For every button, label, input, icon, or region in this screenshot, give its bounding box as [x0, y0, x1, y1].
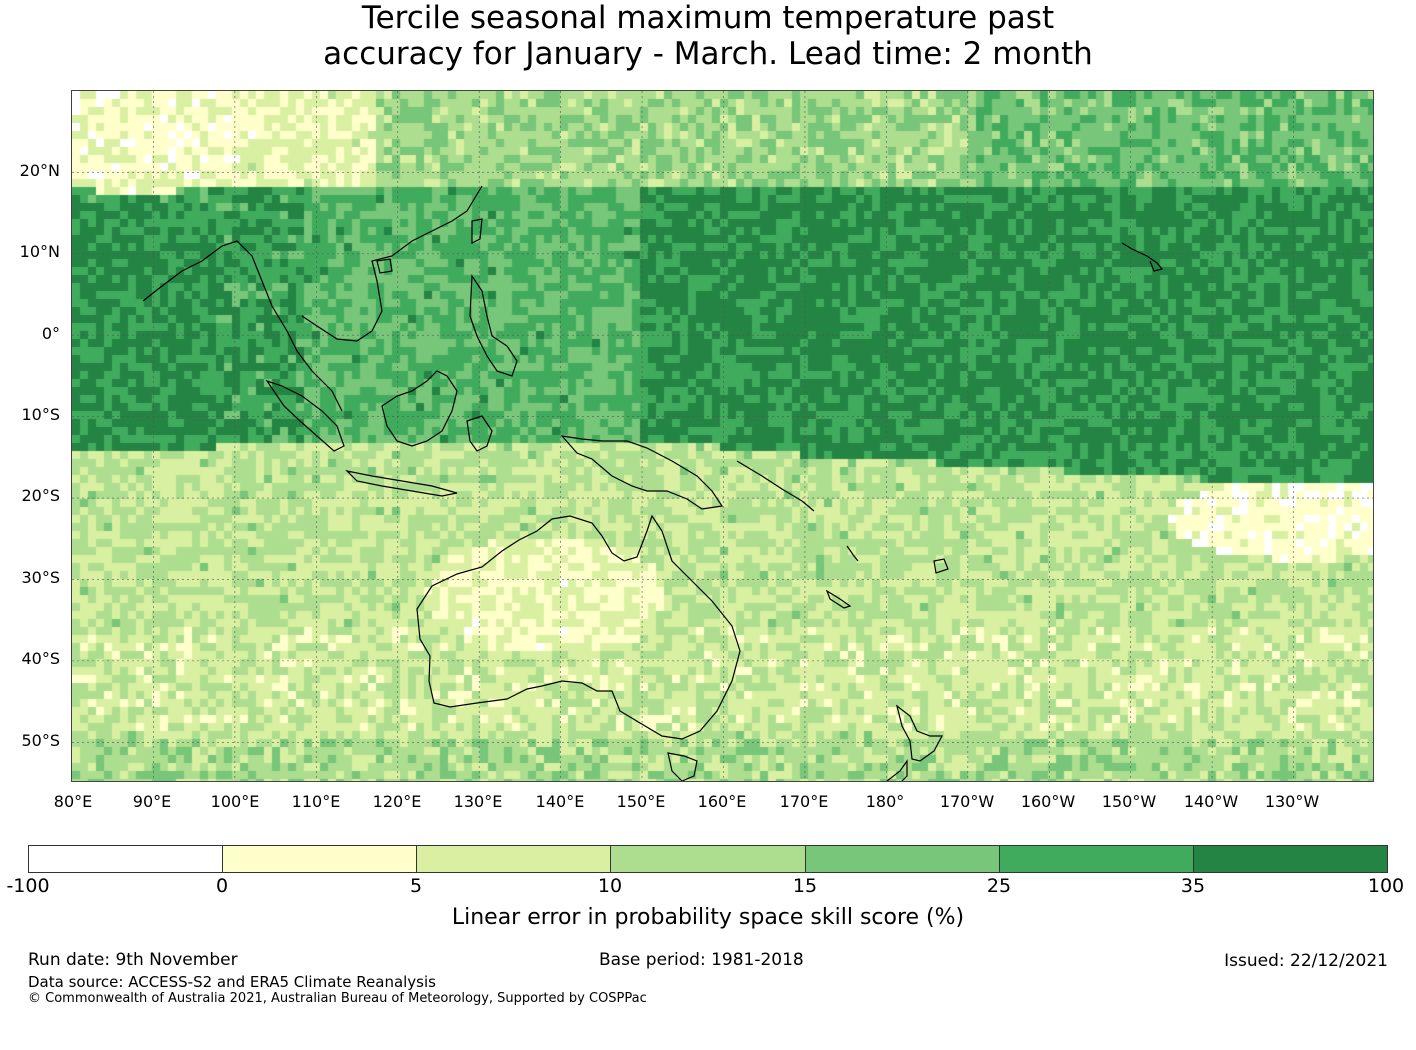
- coastline-fiji: [933, 558, 949, 574]
- lat-label-10n: 10°N: [19, 242, 60, 261]
- colorbar: [28, 845, 1388, 873]
- lon-label-140e: 140°E: [535, 792, 585, 811]
- lon-label-100e: 100°E: [210, 792, 260, 811]
- skill-score-map: [71, 90, 1374, 782]
- coastline-solomon-islands: [736, 460, 815, 512]
- colorbar-segment-1: [29, 846, 224, 872]
- colorbar-tick-25: 25: [986, 875, 1012, 897]
- lon-label-180: 180°: [865, 792, 905, 811]
- lat-label-20n: 20°N: [19, 161, 60, 180]
- coastlines: [142, 185, 1164, 781]
- colorbar-tick-5: 5: [409, 875, 423, 897]
- lon-label-160w: 160°W: [1020, 792, 1076, 811]
- issued-date: Issued: 22/12/2021: [1224, 951, 1388, 971]
- lon-label-80e: 80°E: [53, 792, 93, 811]
- coastline-borneo: [381, 370, 458, 447]
- colorbar-tick-minus100: -100: [6, 875, 50, 897]
- coastline-tasmania: [667, 752, 698, 781]
- coastline-taiwan: [471, 218, 483, 244]
- lon-label-160e: 160°E: [697, 792, 747, 811]
- lat-label-30s: 30°S: [21, 568, 60, 587]
- lon-label-150e: 150°E: [616, 792, 666, 811]
- colorbar-segment-5: [805, 846, 1000, 872]
- lat-label-20s: 20°S: [21, 486, 60, 505]
- coastline-new-guinea: [560, 435, 724, 510]
- coastline-java: [345, 470, 458, 497]
- lat-label-40s: 40°S: [21, 649, 60, 668]
- coastline-nz-north: [895, 704, 943, 762]
- map-overlay: [72, 91, 1373, 781]
- title-line-1: Tercile seasonal maximum temperature pas…: [361, 0, 1055, 36]
- copyright: © Commonwealth of Australia 2021, Austra…: [28, 991, 647, 1006]
- coastline-nz-south: [885, 759, 908, 781]
- lon-label-120e: 120°E: [372, 792, 422, 811]
- run-date: Run date: 9th November: [28, 950, 238, 970]
- coastline-new-caledonia: [825, 589, 852, 609]
- lat-label-10s: 10°S: [21, 405, 60, 424]
- base-period: Base period: 1981-2018: [599, 950, 804, 970]
- lon-label-140w: 140°W: [1183, 792, 1239, 811]
- coastline-philippines: [469, 274, 518, 377]
- coastline-sulawesi: [466, 415, 493, 452]
- lon-label-110e: 110°E: [291, 792, 341, 811]
- map-title: Tercile seasonal maximum temperature pas…: [0, 0, 1416, 72]
- colorbar-tick-100: 100: [1367, 875, 1405, 897]
- lat-label-0: 0°: [41, 324, 60, 343]
- colorbar-segment-6: [999, 846, 1194, 872]
- lon-label-170e: 170°E: [779, 792, 829, 811]
- coastline-hawaii: [1121, 242, 1164, 272]
- colorbar-tick-15: 15: [792, 875, 818, 897]
- colorbar-segment-3: [417, 846, 612, 872]
- lon-label-90e: 90°E: [132, 792, 172, 811]
- colorbar-tick-35: 35: [1180, 875, 1206, 897]
- lon-label-130w: 130°W: [1264, 792, 1320, 811]
- coastline-hainan: [376, 258, 393, 274]
- coastline-asia: [142, 185, 483, 412]
- colorbar-segment-2: [223, 846, 418, 872]
- lat-label-50s: 50°S: [21, 731, 60, 750]
- lon-label-130e: 130°E: [453, 792, 503, 811]
- colorbar-tick-0: 0: [215, 875, 229, 897]
- title-line-2: accuracy for January - March. Lead time:…: [323, 36, 1093, 72]
- data-source: Data source: ACCESS-S2 and ERA5 Climate …: [28, 973, 436, 991]
- colorbar-segment-7: [1193, 846, 1387, 872]
- lon-label-170w: 170°W: [939, 792, 995, 811]
- lon-label-150w: 150°W: [1101, 792, 1157, 811]
- colorbar-segment-4: [611, 846, 806, 872]
- colorbar-tick-10: 10: [597, 875, 623, 897]
- graticule: [72, 91, 1373, 781]
- coastline-vanuatu: [846, 545, 859, 562]
- colorbar-label: Linear error in probability space skill …: [451, 905, 965, 930]
- coastline-australia: [416, 514, 741, 740]
- coastline-sumatra: [265, 379, 345, 452]
- skill-score-raster: [72, 91, 1373, 781]
